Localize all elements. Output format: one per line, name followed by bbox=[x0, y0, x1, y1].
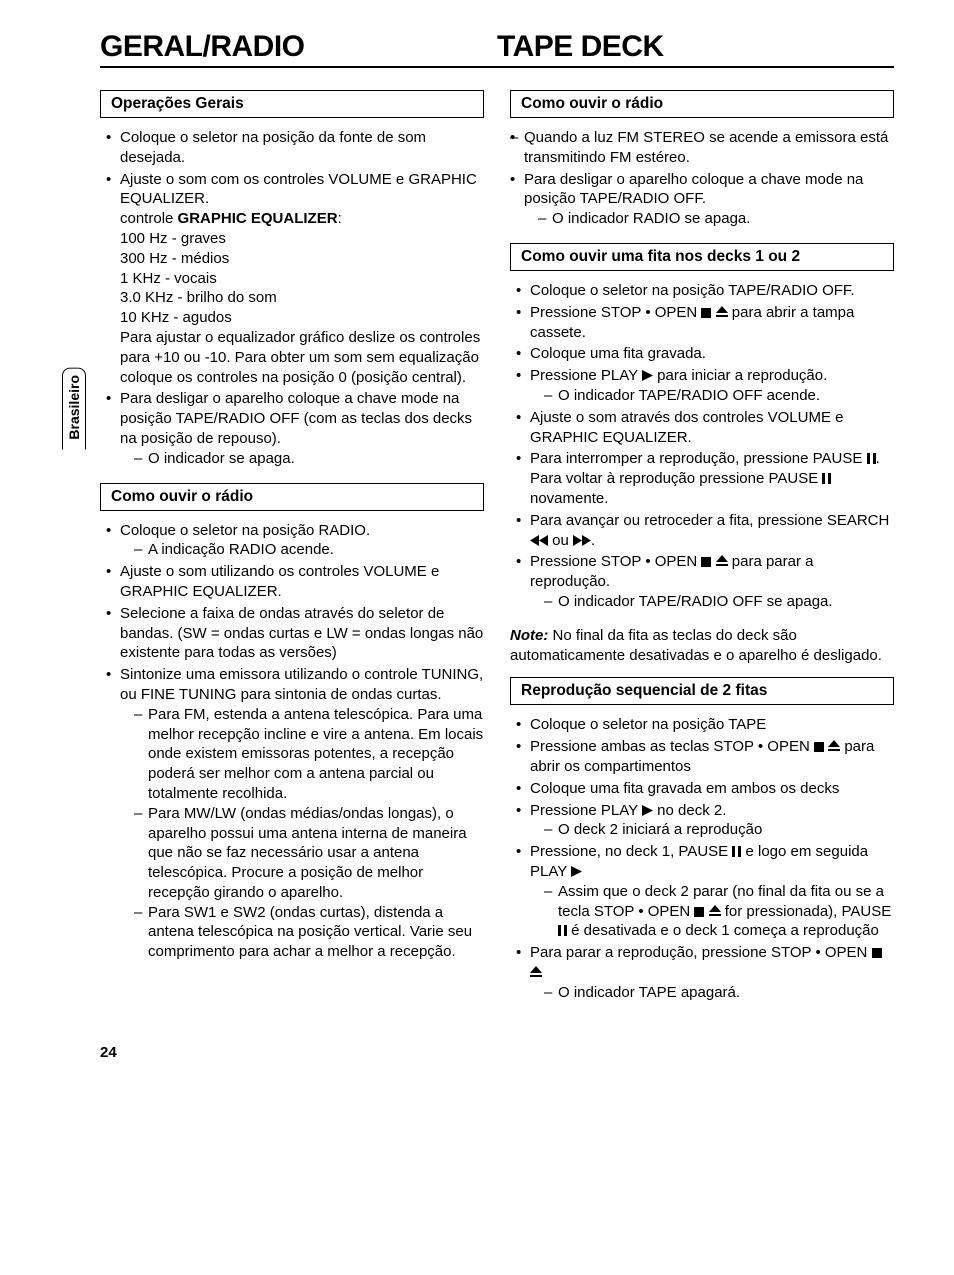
stop-icon bbox=[694, 907, 704, 917]
list-item: Coloque o seletor na posição TAPE/RADIO … bbox=[516, 281, 894, 301]
stop-icon bbox=[814, 742, 824, 752]
text: Pressione STOP • OPEN bbox=[530, 304, 701, 321]
text: for pressionada), PAUSE bbox=[721, 903, 892, 920]
section-title-sequential: Reprodução sequencial de 2 fitas bbox=[510, 677, 894, 705]
page-number: 24 bbox=[100, 1044, 894, 1061]
list-item: Pressione PLAY para iniciar a reprodução… bbox=[516, 366, 894, 406]
note: Note: No final da fita as teclas do deck… bbox=[510, 626, 894, 666]
list-item: Ajuste o som utilizando os controles VOL… bbox=[106, 562, 484, 602]
list-item: Coloque uma fita gravada em ambos os dec… bbox=[516, 779, 894, 799]
sublist-item: O indicador TAPE/RADIO OFF se apaga. bbox=[544, 592, 894, 612]
stop-icon bbox=[701, 308, 711, 318]
pause-icon bbox=[822, 473, 831, 484]
text: no deck 2. bbox=[653, 802, 726, 819]
pause-icon bbox=[558, 925, 567, 936]
text: Pressione, no deck 1, PAUSE bbox=[530, 843, 732, 860]
list-item: Ajuste o som através dos controles VOLUM… bbox=[516, 408, 894, 448]
sublist-item: Para SW1 e SW2 (ondas curtas), distenda … bbox=[134, 903, 484, 962]
list-item: Para desligar o aparelho coloque a chave… bbox=[510, 170, 894, 229]
text: Sintonize uma emissora utilizando o cont… bbox=[120, 666, 483, 703]
text: novamente. bbox=[530, 490, 608, 507]
text: Pressione ambas as teclas STOP • OPEN bbox=[530, 738, 814, 755]
dash-item: – Quando a luz FM STEREO se acende a emi… bbox=[510, 128, 894, 168]
list-item: Coloque uma fita gravada. bbox=[516, 344, 894, 364]
text: Para parar a reprodução, pressione STOP … bbox=[530, 944, 872, 961]
sublist-item: Assim que o deck 2 parar (no final da fi… bbox=[544, 882, 894, 941]
bold-text: GRAPHIC EQUALIZER bbox=[178, 210, 338, 227]
forward-icon bbox=[573, 535, 591, 546]
list-item: Coloque o seletor na posição da fonte de… bbox=[106, 128, 484, 168]
note-text: No final da fita as teclas do deck são a… bbox=[510, 627, 882, 664]
stop-icon bbox=[872, 948, 882, 958]
right-column: Como ouvir o rádio – Quando a luz FM STE… bbox=[510, 82, 894, 1016]
left-column: Operações Gerais Coloque o seletor na po… bbox=[100, 82, 484, 1016]
list-item: Sintonize uma emissora utilizando o cont… bbox=[106, 665, 484, 962]
text: Pressione PLAY bbox=[530, 802, 642, 819]
list-item: Para desligar o aparelho coloque a chave… bbox=[106, 389, 484, 468]
section-title-radio2: Como ouvir o rádio bbox=[510, 90, 894, 118]
text: Coloque o seletor na posição RADIO. bbox=[120, 522, 370, 539]
text: controle bbox=[120, 210, 178, 227]
sublist-item: Para FM, estenda a antena telescópica. P… bbox=[134, 705, 484, 804]
language-tab: Brasileiro bbox=[62, 368, 86, 450]
list-item: Pressione STOP • OPEN para abrir a tampa… bbox=[516, 303, 894, 343]
eject-icon bbox=[530, 966, 542, 978]
list-item: Pressione ambas as teclas STOP • OPEN pa… bbox=[516, 737, 894, 777]
list-item: Para parar a reprodução, pressione STOP … bbox=[516, 943, 894, 1002]
pause-icon bbox=[867, 453, 876, 464]
eq-line: 10 KHz - agudos bbox=[120, 309, 232, 326]
section-title-tape: Como ouvir uma fita nos decks 1 ou 2 bbox=[510, 243, 894, 271]
section-title-radio1: Como ouvir o rádio bbox=[100, 483, 484, 511]
list-item: Coloque o seletor na posição TAPE bbox=[516, 715, 894, 735]
eq-line: 1 KHz - vocais bbox=[120, 270, 217, 287]
eject-icon bbox=[716, 306, 728, 318]
list-item: Pressione STOP • OPEN para parar a repro… bbox=[516, 552, 894, 611]
text: . bbox=[591, 532, 595, 549]
sublist-item: A indicação RADIO acende. bbox=[134, 540, 484, 560]
eq-line: 300 Hz - médios bbox=[120, 250, 229, 267]
play-icon bbox=[642, 370, 653, 381]
text: para iniciar a reprodução. bbox=[653, 367, 827, 384]
sublist-item: Para MW/LW (ondas médias/ondas longas), … bbox=[134, 804, 484, 903]
play-icon bbox=[642, 805, 653, 816]
sublist-item: O indicador TAPE apagará. bbox=[544, 983, 894, 1003]
sublist-item: O indicador TAPE/RADIO OFF acende. bbox=[544, 386, 894, 406]
list-item: Coloque o seletor na posição RADIO. A in… bbox=[106, 521, 484, 561]
sublist-item: O indicador RADIO se apaga. bbox=[538, 209, 894, 229]
rewind-icon bbox=[530, 535, 548, 546]
list-item: Pressione, no deck 1, PAUSE e logo em se… bbox=[516, 842, 894, 941]
text: Pressione PLAY bbox=[530, 367, 642, 384]
list-item: Para avançar ou retroceder a fita, press… bbox=[516, 511, 894, 551]
eq-line: 3.0 KHz - brilho do som bbox=[120, 289, 277, 306]
text: Para desligar o aparelho coloque a chave… bbox=[524, 171, 863, 208]
note-label: Note: bbox=[510, 627, 548, 644]
heading-right: TAPE DECK bbox=[497, 30, 894, 64]
list-item: Para interromper a reprodução, pressione… bbox=[516, 449, 894, 508]
stop-icon bbox=[701, 557, 711, 567]
text: Ajuste o som com os controles VOLUME e G… bbox=[120, 171, 477, 208]
eject-icon bbox=[828, 740, 840, 752]
heading-left: GERAL/RADIO bbox=[100, 30, 497, 64]
text: ou bbox=[548, 532, 573, 549]
text: Para ajustar o equalizador gráfico desli… bbox=[120, 329, 480, 386]
text: Para interromper a reprodução, pressione… bbox=[530, 450, 867, 467]
eject-icon bbox=[716, 555, 728, 567]
eq-line: 100 Hz - graves bbox=[120, 230, 226, 247]
text: é desativada e o deck 1 começa a reprodu… bbox=[567, 922, 879, 939]
list-item: Pressione PLAY no deck 2. O deck 2 inici… bbox=[516, 801, 894, 841]
eject-icon bbox=[709, 905, 721, 917]
text: : bbox=[338, 210, 342, 227]
text: Quando a luz FM STEREO se acende a emiss… bbox=[524, 129, 888, 166]
sublist-item: O deck 2 iniciará a reprodução bbox=[544, 820, 894, 840]
list-item: Selecione a faixa de ondas através do se… bbox=[106, 604, 484, 663]
text: Para avançar ou retroceder a fita, press… bbox=[530, 512, 889, 529]
play-icon bbox=[571, 866, 582, 877]
pause-icon bbox=[732, 846, 741, 857]
text: Para desligar o aparelho coloque a chave… bbox=[120, 390, 472, 447]
text: Pressione STOP • OPEN bbox=[530, 553, 701, 570]
list-item: Ajuste o som com os controles VOLUME e G… bbox=[106, 170, 484, 388]
section-title-operacoes: Operações Gerais bbox=[100, 90, 484, 118]
sublist-item: O indicador se apaga. bbox=[134, 449, 484, 469]
